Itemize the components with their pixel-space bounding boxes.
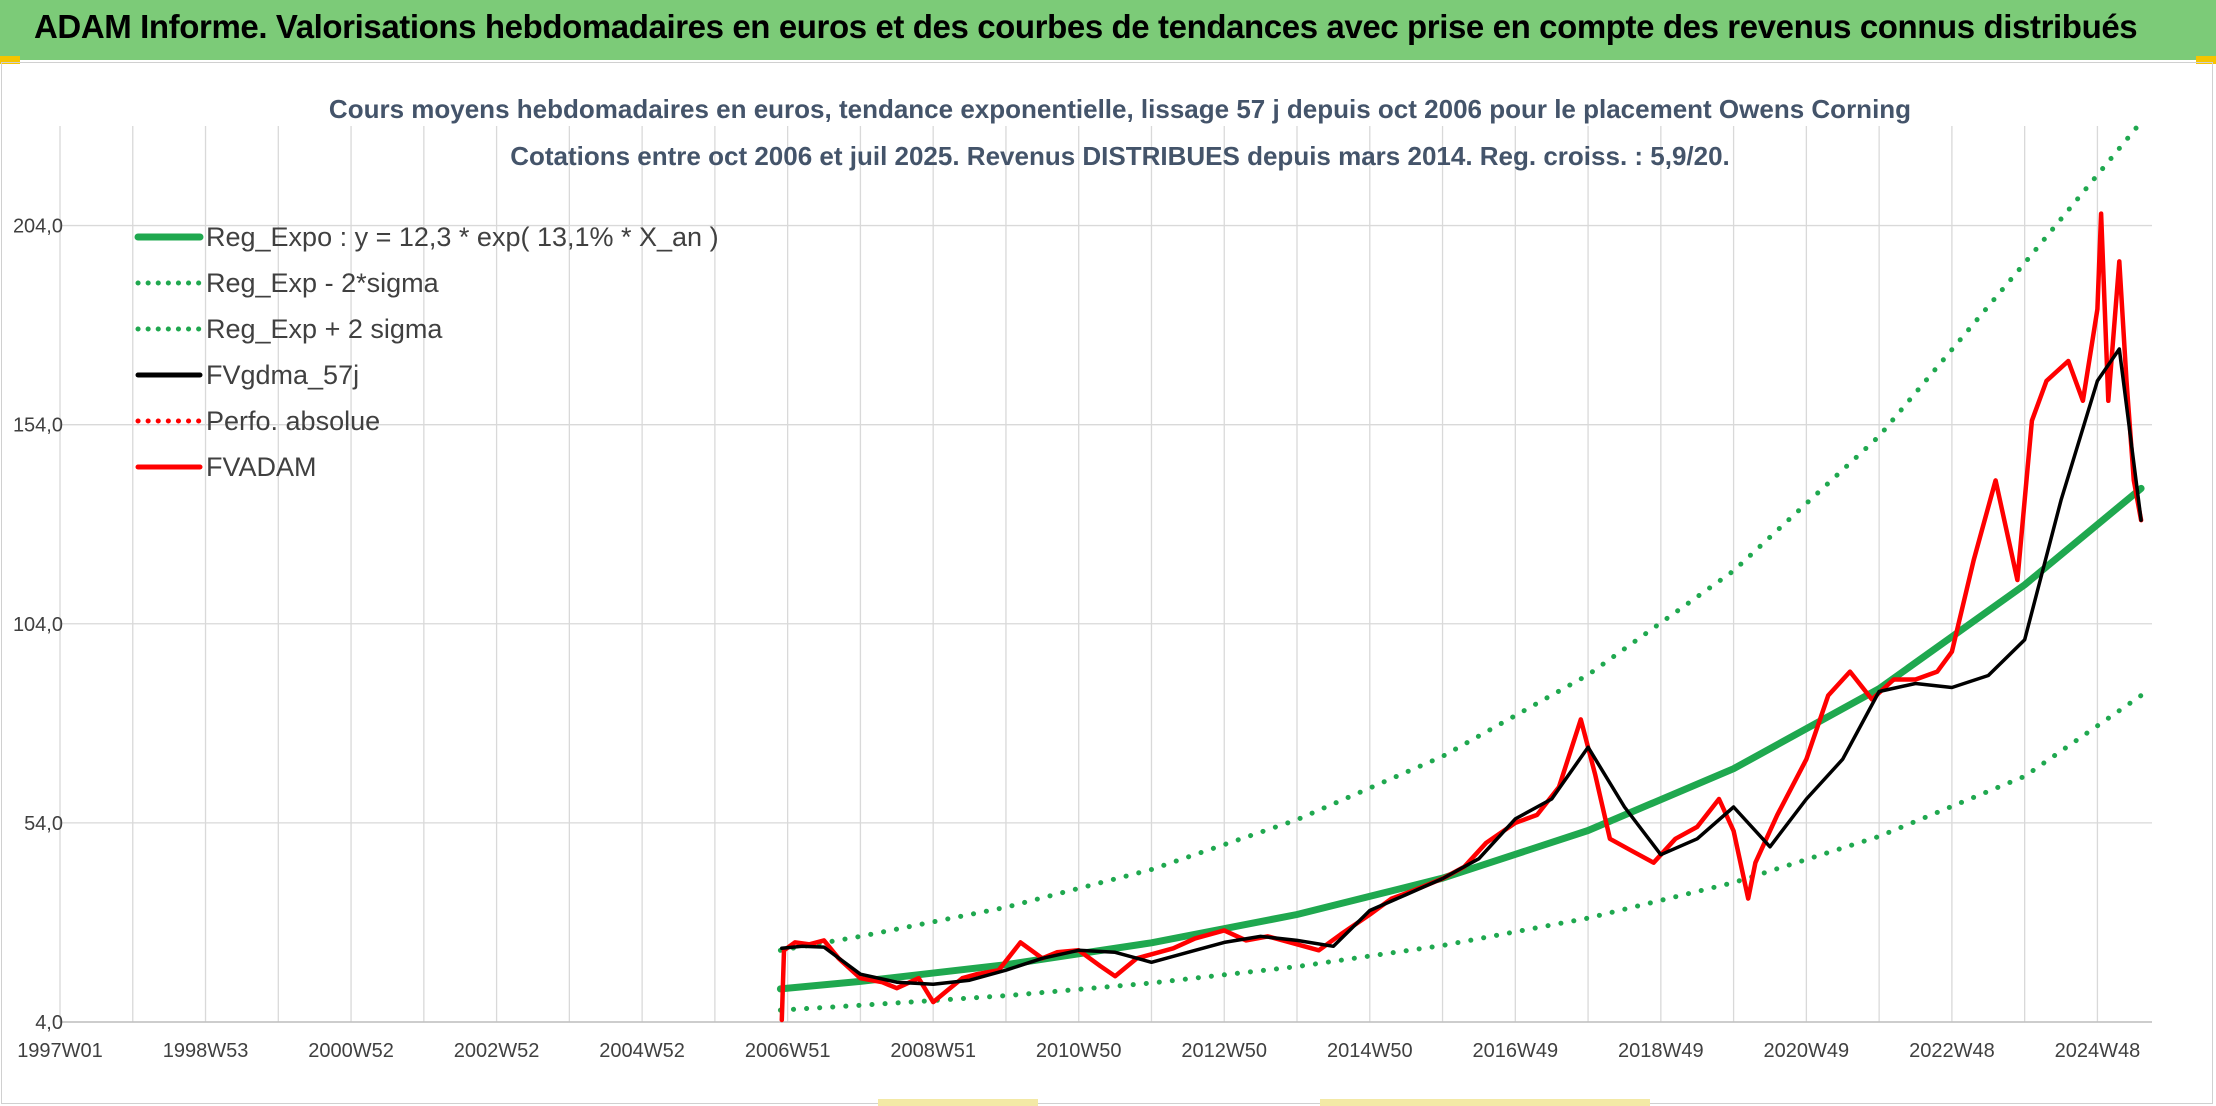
corner-accent-left	[0, 56, 20, 64]
y-tick-label: 54,0	[24, 813, 63, 835]
x-tick-label: 2018W49	[1618, 1040, 1704, 1062]
x-tick-label: 2016W49	[1472, 1040, 1558, 1062]
legend-label-fvgdma: FVgdma_57j	[206, 360, 359, 390]
y-axis-ticks: 4,0 54,0 104,0 154,0 204,0	[13, 216, 63, 1034]
x-tick-label: 2014W50	[1327, 1040, 1413, 1062]
series-line-fvgdma	[780, 347, 2143, 986]
y-tick-label: 154,0	[13, 415, 63, 437]
x-tick-label: 2010W50	[1036, 1040, 1122, 1062]
x-tick-label: 2012W50	[1181, 1040, 1267, 1062]
x-tick-label: 2004W52	[599, 1040, 685, 1062]
chart-title-line1: Cours moyens hebdomadaires en euros, ten…	[329, 94, 1911, 124]
legend: Reg_Expo : y = 12,3 * exp( 13,1% * X_an …	[134, 222, 719, 482]
x-tick-label: 2022W48	[1909, 1040, 1995, 1062]
corner-accent-right	[2196, 56, 2216, 64]
x-tick-label: 2008W51	[890, 1040, 976, 1062]
bottom-strip-2	[1320, 1099, 1650, 1106]
y-tick-label: 4,0	[35, 1012, 63, 1034]
x-tick-label: 1997W01	[17, 1040, 103, 1062]
banner-title: ADAM Informe. Valorisations hebdomadaire…	[34, 8, 2138, 45]
y-tick-label: 104,0	[13, 614, 63, 636]
series-line-reg_plus	[777, 119, 2144, 953]
legend-label-fvadam: FVADAM	[206, 452, 317, 482]
x-tick-label: 1998W53	[163, 1040, 249, 1062]
report-banner: ADAM Informe. Valorisations hebdomadaire…	[0, 0, 2216, 62]
legend-label-reg_expo: Reg_Expo : y = 12,3 * exp( 13,1% * X_an …	[206, 222, 719, 252]
x-tick-label: 2000W52	[308, 1040, 394, 1062]
legend-label-reg_plus: Reg_Exp + 2 sigma	[206, 314, 443, 344]
series-line-fvadam	[779, 211, 2144, 1023]
x-tick-label: 2020W49	[1764, 1040, 1850, 1062]
grid	[59, 126, 2152, 1023]
series	[776, 119, 2145, 1023]
x-tick-label: 2006W51	[745, 1040, 831, 1062]
bottom-strip-1	[878, 1099, 1038, 1106]
chart-frame	[1, 62, 2213, 1104]
chart-title-line2: Cotations entre oct 2006 et juil 2025. R…	[510, 141, 1730, 171]
series-line-reg_expo	[776, 484, 2145, 993]
legend-label-reg_minus: Reg_Exp - 2*sigma	[206, 268, 440, 298]
x-axis-ticks: 1997W01 1998W53 2000W52 2002W52 2004W52 2006W…	[17, 1040, 2140, 1062]
legend-label-perfo: Perfo. absolue	[206, 406, 380, 436]
x-tick-label: 2002W52	[454, 1040, 540, 1062]
x-tick-label: 2024W48	[2055, 1040, 2141, 1062]
y-tick-label: 204,0	[13, 216, 63, 238]
series-line-reg_minus	[777, 693, 2144, 1013]
